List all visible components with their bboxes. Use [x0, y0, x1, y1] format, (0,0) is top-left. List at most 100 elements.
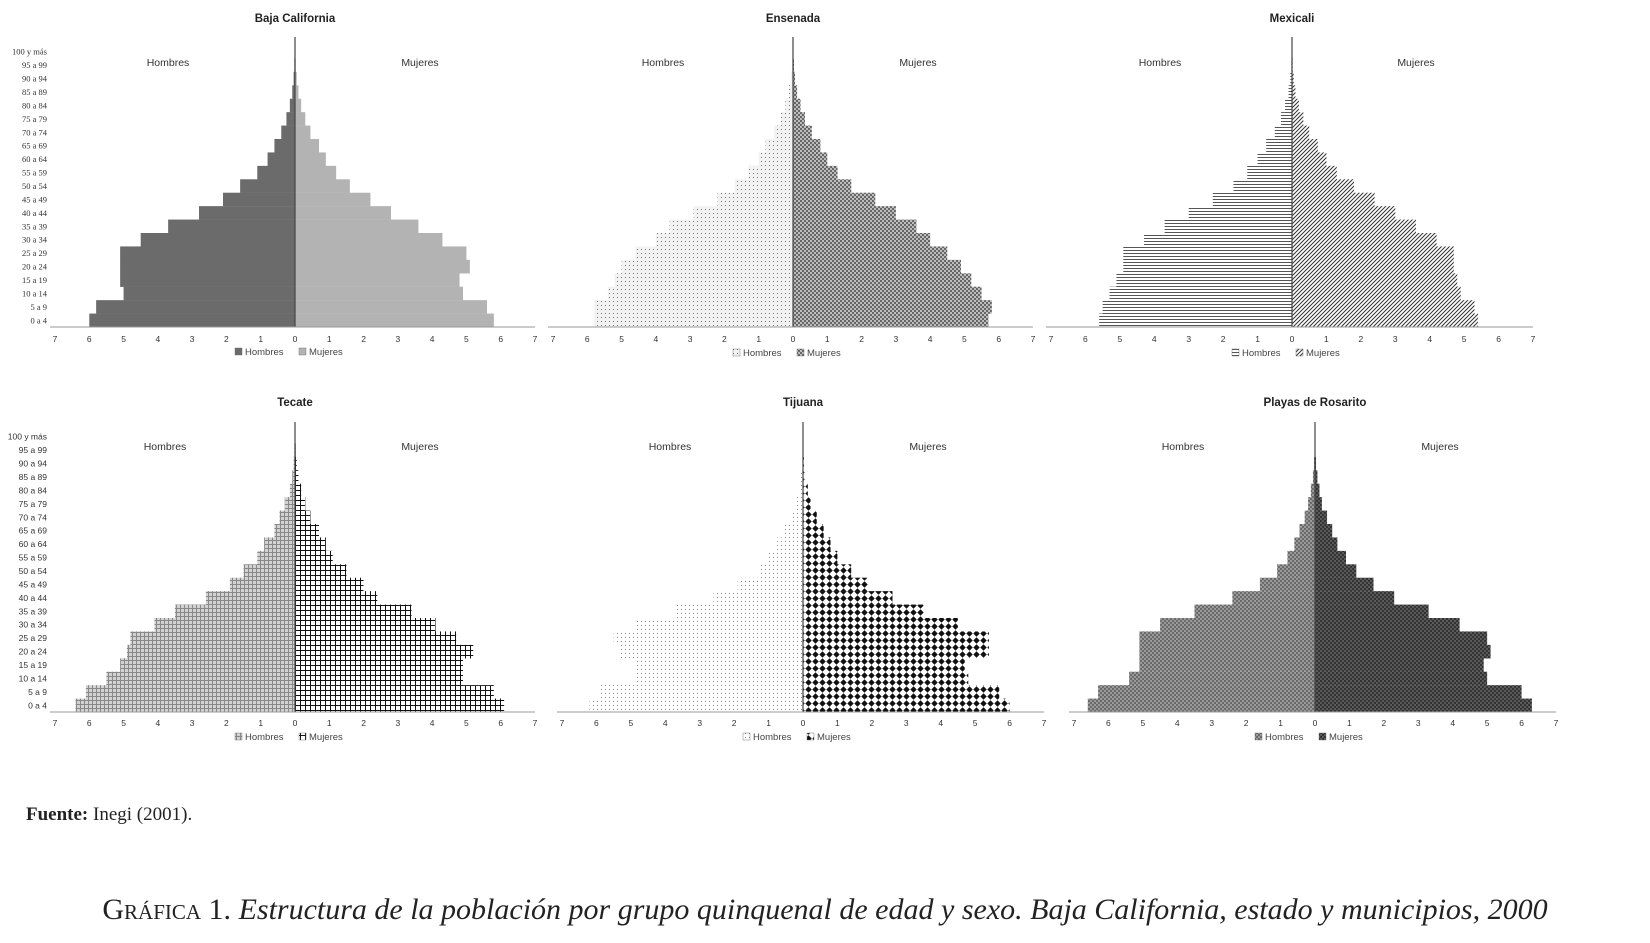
baja-california-y-tick-9: 45 a 49	[22, 194, 47, 204]
playas-de-rosarito-x-tick-8: 1	[1347, 718, 1352, 728]
playas-de-rosarito-chart-title: Playas de Rosarito	[1264, 397, 1367, 409]
mexicali-bar-mujeres-13	[1292, 139, 1318, 153]
tecate-bar-mujeres-9	[295, 577, 364, 592]
ensenada-bar-mujeres-18	[793, 71, 796, 86]
ensenada-x-tick-9: 2	[859, 334, 864, 344]
tecate-bar-mujeres-4	[295, 644, 474, 659]
playas-de-rosarito-bar-mujeres-0	[1315, 698, 1532, 713]
ensenada-bar-mujeres-0	[793, 313, 989, 328]
tijuana-x-tick-10: 3	[904, 718, 909, 728]
mexicali-x-tick-0: 7	[1049, 334, 1054, 344]
tecate-bar-hombres-9	[229, 577, 295, 592]
tijuana-bar-mujeres-2	[803, 671, 969, 686]
baja-california-y-tick-6: 30 a 34	[22, 235, 48, 245]
tecate-bar-hombres-8	[205, 591, 295, 605]
baja-california-chart-title: Baja California	[255, 13, 336, 25]
baja-california-bar-hombres-18	[293, 71, 295, 86]
tecate-bar-mujeres-1	[295, 685, 494, 699]
baja-california-y-tick-20: 100 y más	[12, 47, 47, 57]
ensenada-bar-hombres-0	[594, 313, 793, 328]
tijuana-bar-hombres-5	[613, 631, 803, 646]
mexicali-bar-hombres-11	[1247, 165, 1292, 180]
tecate-bar-hombres-7	[175, 604, 295, 619]
ensenada-bar-mujeres-6	[793, 233, 931, 247]
source-text: Inegi (2001).	[93, 804, 193, 825]
playas-de-rosarito-bar-hombres-6	[1160, 618, 1315, 632]
baja-california-y-tick-5: 25 a 29	[22, 248, 47, 258]
baja-california-bar-mujeres-5	[295, 246, 467, 261]
tijuana-x-tick-9: 2	[869, 718, 874, 728]
baja-california-bar-mujeres-3	[295, 273, 460, 287]
ensenada-x-tick-6: 1	[756, 334, 761, 344]
tecate-x-tick-11: 4	[430, 718, 435, 728]
tijuana-bar-mujeres-14	[803, 510, 817, 525]
tijuana-bar-mujeres-10	[803, 564, 852, 578]
tijuana-bar-hombres-9	[737, 577, 803, 592]
tecate-y-tick-11: 55 a 59	[19, 553, 48, 563]
tijuana-bar-mujeres-3	[803, 658, 965, 672]
caption-text: Estructura de la población por grupo qui…	[238, 893, 1548, 926]
ensenada-x-tick-0: 7	[551, 334, 556, 344]
playas-de-rosarito-x-tick-12: 5	[1485, 718, 1490, 728]
playas-de-rosarito-x-tick-7: 0	[1313, 718, 1318, 728]
tijuana-bar-hombres-12	[777, 537, 803, 552]
baja-california-y-tick-16: 80 a 84	[22, 100, 48, 110]
tecate-x-tick-1: 6	[87, 718, 92, 728]
playas-de-rosarito-bar-mujeres-4	[1315, 644, 1491, 659]
mexicali-bar-mujeres-2	[1292, 286, 1461, 301]
playas-de-rosarito-legend-swatch-mujeres	[1318, 732, 1327, 741]
ensenada-bar-mujeres-2	[793, 286, 982, 301]
tecate-bar-hombres-11	[257, 550, 295, 565]
tijuana-legend-mujeres: Mujeres	[817, 732, 851, 743]
baja-california-bar-mujeres-16	[295, 98, 302, 113]
tijuana-bar-hombres-7	[675, 604, 803, 619]
mexicali-bar-mujeres-8	[1292, 206, 1396, 220]
playas-de-rosarito-x-tick-1: 6	[1106, 718, 1111, 728]
mexicali-bar-hombres-5	[1123, 246, 1292, 261]
baja-california-bar-mujeres-2	[295, 286, 463, 301]
playas-de-rosarito-bar-mujeres-2	[1315, 671, 1488, 686]
tijuana-x-tick-8: 1	[835, 718, 840, 728]
tecate-x-tick-8: 1	[327, 718, 332, 728]
playas-de-rosarito-bar-mujeres-15	[1315, 497, 1322, 511]
baja-california-x-tick-10: 3	[395, 334, 400, 344]
tijuana-bar-mujeres-17	[803, 470, 806, 484]
ensenada-bar-hombres-7	[669, 219, 793, 234]
tecate-bar-mujeres-16	[295, 483, 302, 498]
tijuana-bar-hombres-4	[620, 644, 803, 659]
tecate-bar-hombres-16	[289, 483, 295, 498]
tecate-y-tick-3: 15 a 19	[19, 660, 48, 670]
playas-de-rosarito-bar-hombres-8	[1232, 591, 1315, 605]
baja-california-y-tick-13: 65 a 69	[22, 141, 47, 151]
tijuana-bar-mujeres-0	[803, 698, 1010, 713]
baja-california-y-tick-3: 15 a 19	[22, 275, 47, 285]
baja-california-y-tick-1: 5 a 9	[30, 302, 47, 312]
mexicali-bar-mujeres-3	[1292, 273, 1458, 287]
ensenada-bar-hombres-16	[785, 98, 793, 113]
tecate-legend-swatch-mujeres	[298, 732, 307, 741]
baja-california-legend-swatch-mujeres	[298, 347, 307, 356]
baja-california-legend-swatch-hombres	[234, 347, 243, 356]
baja-california-bar-hombres-17	[292, 85, 295, 99]
tecate-bar-hombres-6	[154, 618, 295, 632]
playas-de-rosarito-bar-mujeres-6	[1315, 618, 1460, 632]
mexicali-x-tick-13: 6	[1496, 334, 1501, 344]
tecate-bar-mujeres-8	[295, 591, 378, 605]
baja-california-x-tick-1: 6	[87, 334, 92, 344]
tecate-bar-hombres-12	[264, 537, 295, 552]
tecate-bar-hombres-2	[106, 671, 296, 686]
tecate-bar-mujeres-18	[295, 456, 297, 471]
ensenada-bar-hombres-8	[693, 206, 793, 220]
ensenada-bar-mujeres-15	[793, 112, 805, 126]
baja-california-y-tick-10: 50 a 54	[22, 181, 48, 191]
tijuana-x-tick-5: 2	[732, 718, 737, 728]
ensenada-bar-mujeres-10	[793, 179, 852, 193]
mexicali-bar-mujeres-11	[1292, 165, 1337, 180]
baja-california-x-tick-14: 7	[533, 334, 538, 344]
baja-california-bar-hombres-15	[286, 112, 295, 126]
playas-de-rosarito-x-tick-13: 6	[1519, 718, 1524, 728]
tecate-bar-hombres-14	[279, 510, 295, 525]
baja-california-bar-hombres-13	[274, 139, 295, 153]
tecate-y-tick-9: 45 a 49	[19, 579, 48, 589]
mexicali-bar-mujeres-15	[1292, 112, 1304, 126]
